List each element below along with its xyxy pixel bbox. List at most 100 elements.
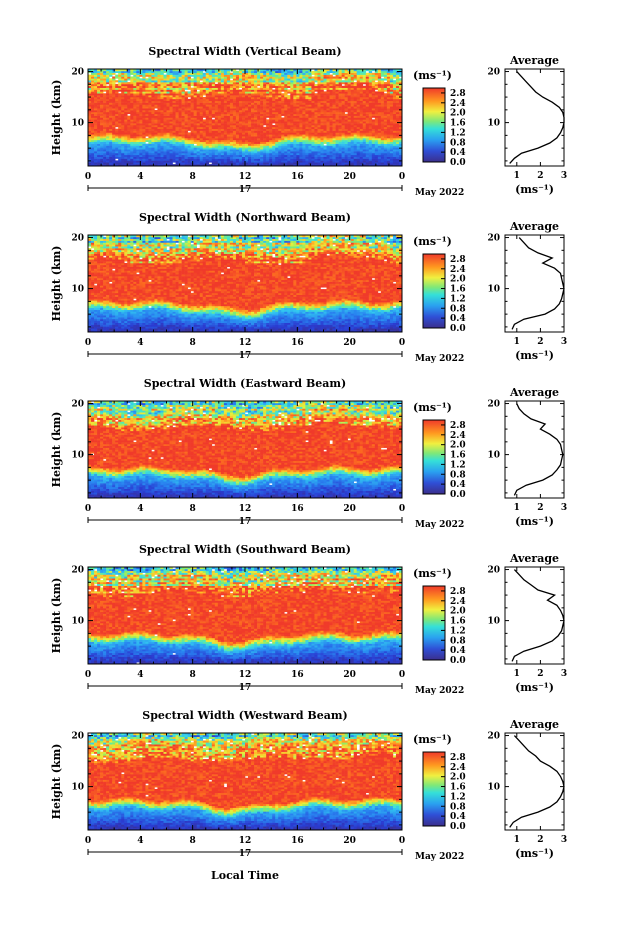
heatmap-cell [97, 100, 101, 103]
heatmap-cell [172, 136, 176, 139]
heatmap-cell [263, 130, 267, 133]
heatmap-cell [356, 115, 361, 118]
heatmap-cell [118, 76, 122, 79]
heatmap-cell [193, 102, 197, 105]
heatmap-cell [281, 98, 285, 102]
heatmap-cell [109, 147, 113, 150]
heatmap-cell [187, 149, 191, 152]
heatmap-cell [260, 100, 264, 103]
heatmap-cell [160, 164, 164, 167]
heatmap-cell [238, 164, 243, 167]
heatmap-cell [398, 128, 403, 131]
heatmap-cell [332, 82, 336, 85]
heatmap-cell [223, 121, 228, 124]
heatmap-cell [178, 100, 182, 103]
heatmap-cell [287, 91, 291, 94]
heatmap-cell [145, 80, 149, 83]
heatmap-cell [133, 111, 137, 115]
heatmap-cell [130, 115, 134, 118]
heatmap-cell [193, 136, 197, 139]
heatmap-cell [389, 89, 394, 92]
heatmap-cell [106, 136, 110, 139]
heatmap-cell [392, 132, 397, 135]
heatmap-cell [139, 128, 143, 131]
heatmap-cell [287, 126, 291, 129]
heatmap-cell [248, 149, 252, 152]
heatmap-cell [293, 91, 297, 94]
heatmap-cell [154, 96, 158, 100]
heatmap-cell [223, 119, 228, 122]
heatmap-cell [232, 106, 237, 109]
heatmap-cell [151, 143, 155, 146]
heatmap-cell [326, 95, 330, 98]
heatmap-cell [157, 152, 161, 156]
heatmap-cell [187, 93, 191, 96]
heatmap-cell [199, 128, 204, 131]
heatmap-cell [181, 78, 185, 81]
heatmap-cell [151, 74, 155, 77]
heatmap-cell [124, 154, 128, 157]
heatmap-cell [241, 80, 246, 83]
heatmap-cell [398, 110, 403, 113]
heatmap-cell [118, 111, 122, 115]
heatmap-cell [166, 91, 170, 94]
heatmap-cell [208, 141, 213, 144]
heatmap-cell [112, 82, 116, 85]
heatmap-cell [202, 121, 207, 124]
heatmap-cell [214, 91, 219, 94]
heatmap-cell [148, 164, 152, 167]
heatmap-cell [187, 151, 191, 154]
heatmap-cell [347, 154, 351, 157]
heatmap-cell [208, 106, 213, 109]
heatmap-cell [299, 87, 303, 90]
heatmap-cell [332, 130, 336, 133]
heatmap-cell [335, 160, 339, 163]
heatmap-cell [88, 96, 92, 100]
heatmap-cell [166, 100, 170, 103]
heatmap-cell [290, 108, 294, 111]
heatmap-cell [166, 106, 170, 109]
heatmap-cell [178, 89, 182, 92]
heatmap-cell [314, 162, 318, 165]
heatmap-cell [175, 76, 179, 79]
heatmap-cell [362, 80, 367, 83]
heatmap-cell [296, 158, 300, 161]
heatmap-cell [88, 98, 92, 102]
heatmap-cell [311, 162, 315, 165]
heatmap-cell [190, 87, 194, 90]
heatmap-cell [106, 128, 110, 131]
heatmap-cell [269, 136, 273, 139]
heatmap-cell [220, 115, 225, 118]
heatmap-cell [130, 104, 134, 107]
heatmap-cell [91, 106, 95, 109]
heatmap-cell [302, 154, 306, 157]
heatmap-cell [109, 119, 113, 122]
heatmap-cell [299, 160, 303, 163]
heatmap-cell [302, 152, 306, 156]
heatmap-cell [260, 78, 264, 81]
heatmap-cell [169, 87, 173, 90]
heatmap-cell [112, 85, 116, 88]
heatmap-cell [118, 158, 122, 161]
heatmap-cell [326, 164, 330, 167]
heatmap-cell [317, 123, 321, 126]
heatmap-cell [377, 93, 382, 96]
heatmap-cell [287, 76, 291, 79]
heatmap-cell [202, 164, 207, 167]
heatmap-cell [305, 113, 309, 116]
heatmap-cell [284, 78, 288, 81]
heatmap-cell [151, 80, 155, 83]
heatmap-cell [392, 121, 397, 124]
heatmap-cell [115, 85, 119, 88]
heatmap-cell [278, 152, 282, 156]
heatmap-cell [148, 128, 152, 131]
heatmap-cell [245, 130, 249, 133]
heatmap-cell [232, 128, 237, 131]
heatmap-cell [235, 123, 240, 126]
heatmap-cell [368, 96, 373, 100]
heatmap-cell [106, 164, 110, 167]
heatmap-cell [127, 132, 131, 135]
heatmap-cell [187, 83, 191, 87]
heatmap-cell [103, 139, 107, 143]
heatmap-cell [130, 141, 134, 144]
